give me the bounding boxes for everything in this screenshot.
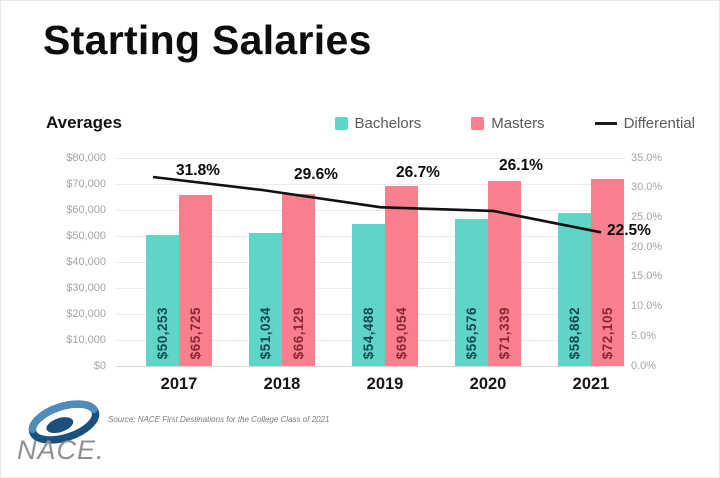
differential-value-label: 22.5% [607, 222, 651, 239]
right-axis-tick-mark [601, 157, 626, 159]
nace-swirl-icon [28, 400, 100, 444]
right-axis-tick: 20.0% [631, 240, 663, 253]
differential-value-label: 31.8% [176, 162, 220, 179]
bachelors-bar: $58,862 [558, 212, 591, 366]
left-axis-tick: $20,000 [66, 307, 106, 320]
legend-label: Differential [623, 114, 695, 132]
right-axis-tick: 15.0% [631, 270, 663, 283]
masters-bar: $69,054 [385, 186, 418, 366]
gridline [116, 183, 621, 185]
right-axis-tick: 25.0% [631, 210, 663, 223]
legend-label: Masters [491, 114, 545, 132]
gridline [116, 209, 621, 211]
legend-item-differential: Differential [594, 114, 695, 132]
masters-swatch-icon [471, 116, 485, 130]
differential-value-label: 26.7% [396, 164, 440, 181]
differential-swatch-icon [594, 121, 617, 125]
left-axis-tick: $80,000 [66, 151, 106, 164]
left-axis-tick: $10,000 [66, 333, 106, 346]
legend-label: Bachelors [354, 114, 422, 132]
masters-bar: $65,725 [179, 195, 212, 366]
bachelors-bar: $51,034 [249, 233, 282, 366]
right-axis-tick: 0.0% [631, 359, 657, 372]
masters-bar: $72,105 [591, 178, 624, 366]
masters-bar: $66,129 [282, 194, 315, 366]
differential-line [152, 175, 602, 234]
chart-header: Averages Bachelors Masters Differential [46, 113, 695, 133]
page-title: Starting Salaries [43, 17, 372, 63]
left-axis-tick: $60,000 [66, 203, 106, 216]
chart-subtitle: Averages [46, 113, 122, 132]
right-axis-tick: 5.0% [631, 329, 657, 342]
source-text: Source: NACE First Destinations for the … [108, 415, 330, 424]
gridline [116, 365, 621, 367]
differential-value-label: 29.6% [294, 166, 338, 183]
x-axis-year-label: 2017 [160, 375, 198, 393]
left-axis-tick: $40,000 [66, 255, 106, 268]
bachelors-bar: $56,576 [455, 218, 488, 366]
left-axis-tick: $0 [93, 359, 106, 372]
nace-logo: NACE. [17, 395, 109, 467]
x-axis-year-label: 2019 [366, 375, 404, 393]
right-axis-tick-mark [601, 365, 626, 367]
right-axis-tick: 30.0% [631, 181, 663, 194]
bachelors-swatch-icon [334, 116, 348, 130]
right-axis-tick: 10.0% [631, 300, 663, 313]
bachelors-bar: $54,488 [352, 224, 385, 366]
x-axis-year-label: 2021 [572, 375, 610, 393]
legend-item-bachelors: Bachelors [334, 114, 422, 132]
x-axis-year-label: 2018 [263, 375, 301, 393]
left-axis-tick: $50,000 [66, 229, 106, 242]
right-axis-tick: 35.0% [631, 151, 663, 164]
x-axis-year-label: 2020 [469, 375, 507, 393]
left-axis-tick: $70,000 [66, 177, 106, 190]
nace-logo-text: NACE. [17, 435, 105, 465]
legend: Bachelors Masters Differential [334, 114, 695, 132]
legend-item-masters: Masters [471, 114, 545, 132]
differential-value-label: 26.1% [499, 157, 543, 174]
bachelors-bar: $50,253 [146, 235, 179, 366]
gridline [116, 157, 621, 159]
left-axis-tick: $30,000 [66, 281, 106, 294]
